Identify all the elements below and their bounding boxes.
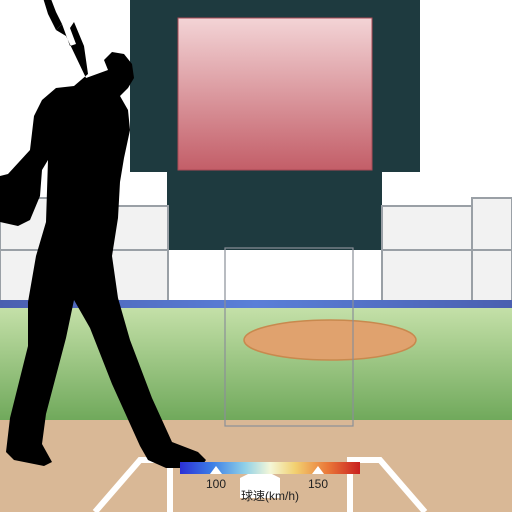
heatmap-panel: [178, 18, 372, 170]
legend-tick: 150: [308, 477, 328, 491]
pitch-chart: 100 150 球速(km/h): [0, 0, 512, 512]
legend-label: 球速(km/h): [241, 489, 299, 503]
legend-tick: 100: [206, 477, 226, 491]
pitchers-mound: [244, 320, 416, 360]
scoreboard: [130, 0, 420, 250]
pitch-chart-svg: 100 150 球速(km/h): [0, 0, 512, 512]
